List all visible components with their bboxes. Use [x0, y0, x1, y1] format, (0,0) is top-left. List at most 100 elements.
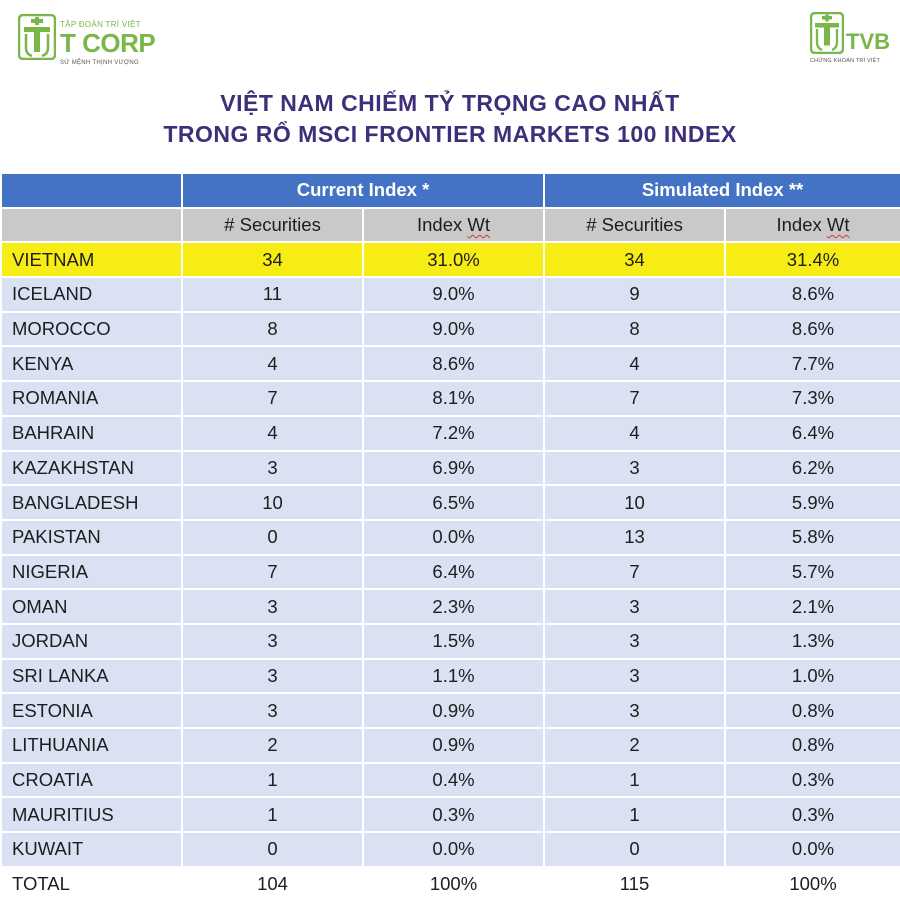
current-securities-cell: 3	[181, 657, 364, 695]
current-securities-cell: 7	[181, 553, 364, 591]
current-weight-cell: 0.0%	[361, 831, 546, 868]
index-weights-table: Current Index * Simulated Index ** # Sec…	[0, 172, 900, 902]
table-row: BANGLADESH 10 6.5% 10 5.9%	[0, 484, 900, 521]
country-cell: ROMANIA	[0, 380, 183, 417]
simulated-weight-cell: 0.3%	[724, 761, 900, 799]
current-securities-cell: 34	[181, 241, 364, 279]
current-index-header: Current Index *	[180, 172, 546, 209]
simulated-weight-cell: 0.8%	[724, 692, 900, 729]
current-weight-cell: 6.9%	[361, 449, 546, 487]
sub-header-row: # Securities Index Wt # Securities Index…	[0, 206, 900, 244]
current-securities-cell: 0	[181, 518, 364, 556]
table-row: KAZAKHSTAN 3 6.9% 3 6.2%	[0, 449, 900, 487]
country-cell: NIGERIA	[0, 553, 183, 591]
simulated-securities-header: # Securities	[543, 206, 727, 244]
country-cell: JORDAN	[0, 622, 183, 660]
tcorp-group-label: TẬP ĐOÀN TRÍ VIỆT	[60, 20, 141, 29]
simulated-weight-cell: 0.0%	[724, 831, 900, 868]
table-row: ICELAND 11 9.0% 9 8.6%	[0, 276, 900, 313]
tvb-logo: TVB CHỨNG KHOÁN TRÍ VIỆT	[808, 12, 890, 68]
simulated-weight-cell: 7.3%	[724, 380, 900, 417]
current-weight-cell: 31.0%	[361, 241, 546, 279]
simulated-weight-cell: 6.2%	[724, 449, 900, 487]
simulated-weight-cell: 7.7%	[724, 345, 900, 383]
table-row: ROMANIA 7 8.1% 7 7.3%	[0, 380, 900, 417]
simulated-securities-cell: 10	[543, 484, 727, 521]
current-securities-cell: 1	[181, 796, 364, 834]
simulated-securities-cell: 3	[543, 622, 727, 660]
table-row: SRI LANKA 3 1.1% 3 1.0%	[0, 657, 900, 695]
country-cell: MOROCCO	[0, 310, 183, 348]
simulated-securities-cell: 115	[543, 865, 727, 902]
table-row: KUWAIT 0 0.0% 0 0.0%	[0, 831, 900, 868]
simulated-securities-cell: 7	[543, 553, 727, 591]
tcorp-tagline: SỨ MỆNH THỊNH VƯỢNG	[60, 60, 139, 66]
simulated-weight-header: Index Wt	[724, 206, 900, 244]
current-securities-cell: 2	[181, 727, 364, 764]
country-cell: MAURITIUS	[0, 796, 183, 834]
current-weight-cell: 0.0%	[361, 518, 546, 556]
current-weight-cell: 0.9%	[361, 727, 546, 764]
country-cell: KAZAKHSTAN	[0, 449, 183, 487]
tcorp-brand: T CORP	[60, 28, 156, 58]
current-securities-cell: 3	[181, 449, 364, 487]
simulated-securities-cell: 0	[543, 831, 727, 868]
simulated-securities-cell: 3	[543, 692, 727, 729]
tvb-brand: TVB	[846, 29, 890, 54]
simulated-weight-cell: 31.4%	[724, 241, 900, 279]
current-securities-header: # Securities	[181, 206, 364, 244]
empty-subheader-cell	[0, 206, 183, 244]
simulated-weight-cell: 1.3%	[724, 622, 900, 660]
country-cell: KENYA	[0, 345, 183, 383]
group-header-row: Current Index * Simulated Index **	[0, 172, 900, 209]
current-weight-cell: 0.4%	[361, 761, 546, 799]
simulated-securities-cell: 1	[543, 796, 727, 834]
country-cell: PAKISTAN	[0, 518, 183, 556]
table-row: CROATIA 1 0.4% 1 0.3%	[0, 761, 900, 799]
simulated-weight-cell: 5.8%	[724, 518, 900, 556]
tvb-shield-icon	[810, 12, 844, 54]
current-weight-cell: 6.5%	[361, 484, 546, 521]
country-cell: OMAN	[0, 588, 183, 625]
simulated-weight-cell: 8.6%	[724, 310, 900, 348]
simulated-weight-cell: 0.3%	[724, 796, 900, 834]
country-cell: VIETNAM	[0, 241, 183, 279]
current-securities-cell: 4	[181, 345, 364, 383]
country-cell: KUWAIT	[0, 831, 183, 868]
current-weight-cell: 0.3%	[361, 796, 546, 834]
title-line-1: VIỆT NAM CHIẾM TỶ TRỌNG CAO NHẤT	[220, 90, 680, 116]
table-row: BAHRAIN 4 7.2% 4 6.4%	[0, 414, 900, 452]
country-cell: BAHRAIN	[0, 414, 183, 452]
current-securities-cell: 8	[181, 310, 364, 348]
table-row: VIETNAM 34 31.0% 34 31.4%	[0, 241, 900, 279]
simulated-weight-cell: 0.8%	[724, 727, 900, 764]
current-securities-cell: 3	[181, 622, 364, 660]
current-weight-cell: 6.4%	[361, 553, 546, 591]
simulated-weight-cell: 2.1%	[724, 588, 900, 625]
current-weight-cell: 1.5%	[361, 622, 546, 660]
tcorp-logo: TẬP ĐOÀN TRÍ VIỆT T CORP SỨ MỆNH THỊNH V…	[18, 14, 156, 66]
empty-header-cell	[0, 172, 183, 209]
simulated-securities-cell: 3	[543, 449, 727, 487]
page-title: VIỆT NAM CHIẾM TỶ TRỌNG CAO NHẤT TRONG R…	[0, 88, 900, 150]
table-row: NIGERIA 7 6.4% 7 5.7%	[0, 553, 900, 591]
simulated-weight-cell: 6.4%	[724, 414, 900, 452]
table-row: PAKISTAN 0 0.0% 13 5.8%	[0, 518, 900, 556]
current-weight-cell: 0.9%	[361, 692, 546, 729]
simulated-securities-cell: 1	[543, 761, 727, 799]
current-securities-cell: 104	[181, 865, 364, 902]
current-securities-cell: 11	[181, 276, 364, 313]
simulated-securities-cell: 9	[543, 276, 727, 313]
country-cell: ICELAND	[0, 276, 183, 313]
simulated-securities-cell: 4	[543, 345, 727, 383]
simulated-weight-cell: 5.9%	[724, 484, 900, 521]
current-weight-cell: 8.1%	[361, 380, 546, 417]
current-weight-cell: 9.0%	[361, 310, 546, 348]
table-row: MAURITIUS 1 0.3% 1 0.3%	[0, 796, 900, 834]
current-weight-cell: 9.0%	[361, 276, 546, 313]
current-securities-cell: 10	[181, 484, 364, 521]
country-cell: ESTONIA	[0, 692, 183, 729]
current-securities-cell: 3	[181, 692, 364, 729]
current-securities-cell: 1	[181, 761, 364, 799]
simulated-weight-cell: 8.6%	[724, 276, 900, 313]
